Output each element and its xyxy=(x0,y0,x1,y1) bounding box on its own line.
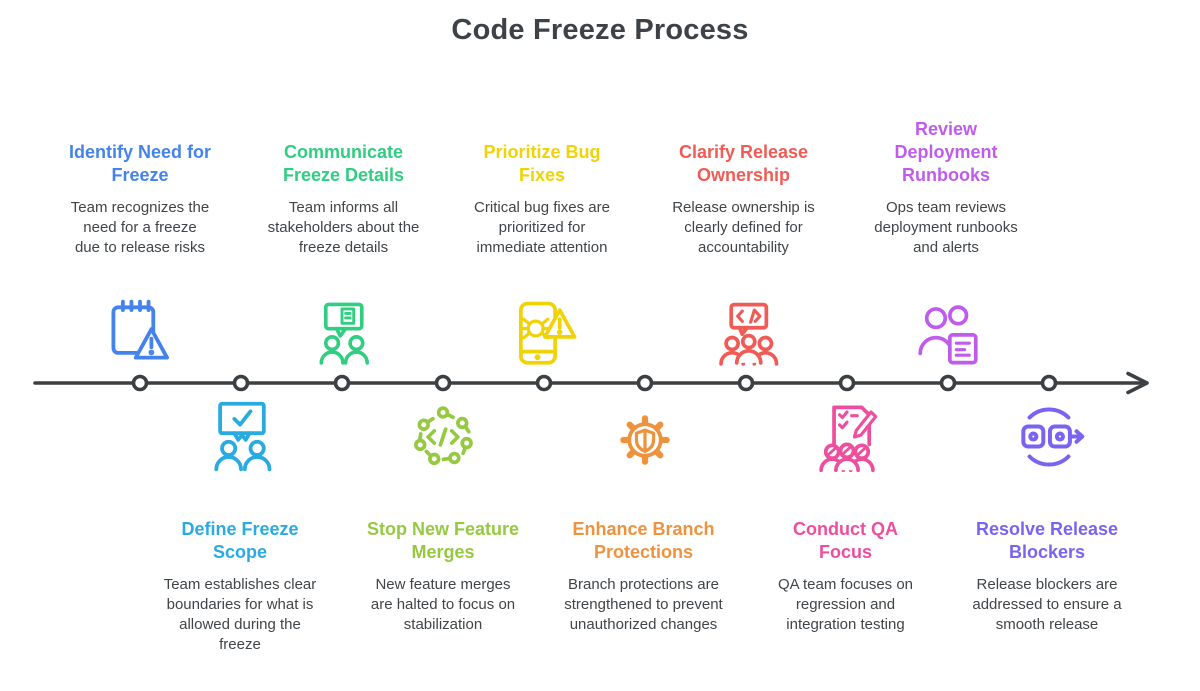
timeline-axis xyxy=(33,371,1149,395)
step-description: Critical bug fixes are prioritized for i… xyxy=(474,199,610,256)
step-title: Stop New Feature Merges xyxy=(366,519,520,562)
chat-check-people-icon xyxy=(203,399,279,475)
step-resolve-release-blockers: Resolve Release Blockers Release blocker… xyxy=(962,518,1132,635)
step-title: Enhance Branch Protections xyxy=(572,519,715,562)
timeline-node xyxy=(232,374,250,392)
timeline-node xyxy=(333,374,351,392)
step-description: Branch protections are strengthened to p… xyxy=(564,576,723,633)
step-review-deployment-runbooks: Review Deployment Runbooks Ops team revi… xyxy=(866,118,1026,258)
timeline-node xyxy=(1040,374,1058,392)
timeline-node xyxy=(939,374,957,392)
people-document-icon xyxy=(911,296,985,370)
step-title: Prioritize Bug Fixes xyxy=(483,142,601,185)
step-communicate-freeze-details: Communicate Freeze Details Team informs … xyxy=(256,141,431,258)
step-title: Conduct QA Focus xyxy=(793,519,898,562)
timeline-node xyxy=(737,374,755,392)
code-network-icon xyxy=(408,402,478,472)
step-description: Team recognizes the need for a freeze du… xyxy=(70,199,210,256)
timeline-arrow-icon xyxy=(1126,371,1149,395)
step-enhance-branch-protections: Enhance Branch Protections Branch protec… xyxy=(556,518,731,635)
step-conduct-qa-focus: Conduct QA Focus QA team focuses on regr… xyxy=(758,518,933,635)
timeline-node xyxy=(131,374,149,392)
timeline-node xyxy=(838,374,856,392)
step-title: Clarify Release Ownership xyxy=(678,142,809,185)
step-title: Review Deployment Runbooks xyxy=(894,119,998,185)
process-cycle-icon xyxy=(1011,399,1087,475)
timeline-node xyxy=(636,374,654,392)
step-description: Team establishes clear boundaries for wh… xyxy=(163,576,317,653)
gear-shield-icon xyxy=(609,404,681,476)
code-chat-people-icon xyxy=(709,300,783,374)
step-clarify-release-ownership: Clarify Release Ownership Release owners… xyxy=(656,141,831,258)
step-description: Ops team reviews deployment runbooks and… xyxy=(874,199,1018,256)
step-description: Team informs all stakeholders about the … xyxy=(267,199,420,256)
step-description: Release blockers are addressed to ensure… xyxy=(972,576,1122,633)
step-title: Define Freeze Scope xyxy=(181,519,299,562)
checklist-people-icon xyxy=(810,400,884,474)
step-prioritize-bug-fixes: Prioritize Bug Fixes Critical bug fixes … xyxy=(462,141,622,258)
timeline-node xyxy=(434,374,452,392)
step-description: New feature merges are halted to focus o… xyxy=(370,576,516,633)
notepad-warning-icon xyxy=(102,294,178,370)
step-title: Resolve Release Blockers xyxy=(975,519,1119,562)
timeline-node xyxy=(535,374,553,392)
page-title: Code Freeze Process xyxy=(451,14,749,46)
step-identify-need-for-freeze: Identify Need for Freeze Team recognizes… xyxy=(60,141,220,258)
phone-bug-warning-icon xyxy=(507,298,581,372)
step-title: Identify Need for Freeze xyxy=(68,142,211,185)
step-description: Release ownership is clearly defined for… xyxy=(672,199,815,256)
step-title: Communicate Freeze Details xyxy=(282,142,405,185)
announcement-people-icon xyxy=(306,299,378,371)
step-define-freeze-scope: Define Freeze Scope Team establishes cle… xyxy=(155,518,325,655)
step-description: QA team focuses on regression and integr… xyxy=(777,576,914,633)
step-stop-new-feature-merges: Stop New Feature Merges New feature merg… xyxy=(358,518,528,635)
